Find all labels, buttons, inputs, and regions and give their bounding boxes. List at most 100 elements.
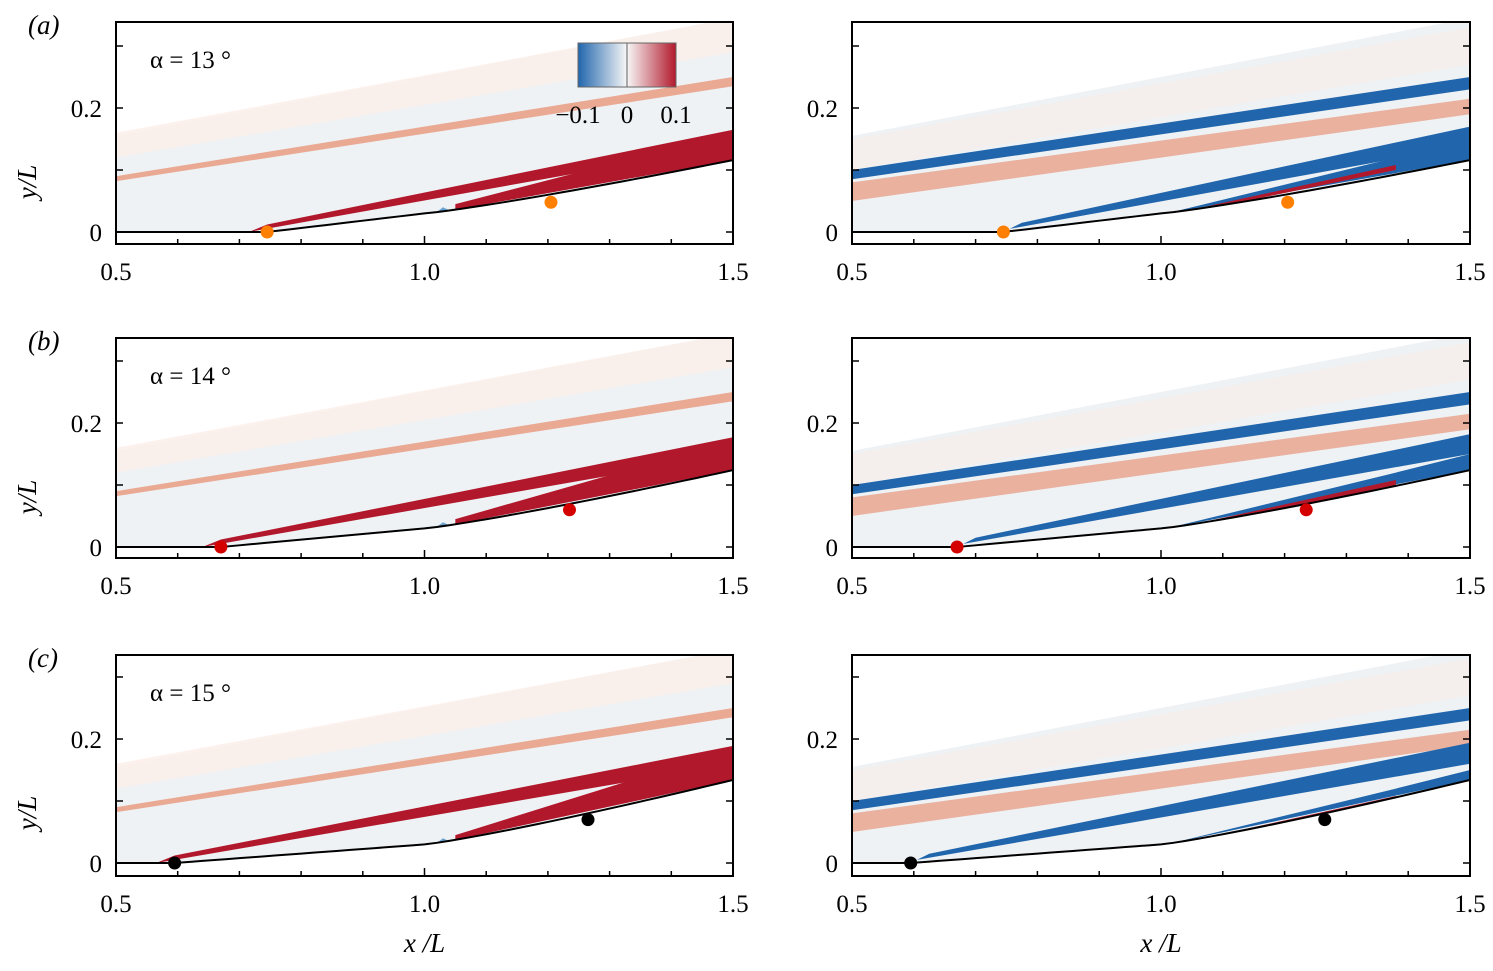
x-tick-label: 1.5 [717,891,748,918]
contour-field [852,655,1470,876]
contour-field [852,22,1470,244]
panel-b-right: 0.5 1.0 1.5 0 0.2 [807,337,1486,600]
y-tick-label: 0 [90,535,103,562]
panel-label: (a) [28,10,59,40]
separation-negative-band [1009,126,1470,229]
contour-field [116,655,733,876]
y-tick-label: 0.2 [807,727,838,754]
y-tick-label: 0.2 [71,727,102,754]
colorbar-tick-label: 0.1 [660,102,691,129]
y-tick-label: 0.2 [807,96,838,123]
marker-point [562,503,576,517]
contour-field [116,338,733,558]
marker-point [581,813,595,827]
positive-band [852,413,1470,516]
x-tick-label: 1.0 [409,891,440,918]
light-band [852,27,1470,171]
x-tick-label: 1.5 [717,573,748,600]
alpha-label: α = 13 ° [150,47,231,74]
wall-line [116,778,733,864]
light-band [116,338,733,473]
reattachment-band [455,758,733,840]
x-tick-label: 1.0 [1145,891,1176,918]
separation-shock-band [202,437,733,547]
colorbar-tick-label: −0.1 [555,102,600,129]
light-band [852,658,1470,801]
panel-c-right: 0.5 1.0 1.5 0 0.2 x /L [807,654,1486,958]
panel-label: (b) [28,326,59,356]
x-tick-label: 0.5 [836,259,867,286]
wall-line [852,159,1470,233]
reattachment-negative-band [1173,454,1470,527]
x-tick-label: 1.0 [409,573,440,600]
x-tick-label: 1.0 [1145,573,1176,600]
reattachment-band [455,142,733,210]
alpha-label: α = 14 ° [150,363,231,390]
y-tick-label: 0 [826,851,839,878]
x-tick-label: 1.5 [1454,891,1485,918]
outer-negative-band [852,77,1470,180]
x-tick-label: 0.5 [100,891,131,918]
y-tick-label: 0 [90,220,103,247]
y-tick-label: 0 [826,220,839,247]
y-axis-label: y/L [12,480,42,518]
outer-negative-band [852,392,1470,495]
x-tick-label: 0.5 [100,259,131,286]
wall-region [116,160,733,244]
y-axis-label: y/L [12,796,42,834]
wall-region [852,470,1470,558]
wall-line [116,159,733,233]
x-tick-label: 1.5 [717,259,748,286]
x-tick-label: 1.5 [1454,259,1485,286]
colorbar-tick-label: 0 [621,102,634,129]
marker-point [904,856,918,870]
x-tick-label: 1.5 [1454,573,1485,600]
marker-point [544,195,558,209]
light-band [116,655,733,789]
y-tick-label: 0 [90,851,103,878]
positive-band [852,98,1470,201]
separation-shock-band [248,129,733,232]
shear-layer-band [116,392,733,497]
marker-point [260,225,274,239]
x-tick-label: 1.0 [1145,259,1176,286]
marker-point [1318,813,1332,827]
positive-band [852,729,1470,832]
x-tick-label: 0.5 [836,891,867,918]
marker-point [168,856,182,870]
y-tick-label: 0.2 [71,96,102,123]
alpha-label: α = 15 ° [150,680,231,707]
panel-label: (c) [28,643,58,673]
shear-layer-band [116,708,733,813]
marker-point [1281,195,1295,209]
y-tick-label: 0.2 [807,411,838,438]
wall-region [852,779,1470,876]
light-band [852,342,1470,485]
x-axis-label: x /L [1139,928,1181,958]
marker-point [950,540,964,554]
separation-shock-band [156,745,733,863]
outer-negative-band [852,708,1470,811]
wall-line [852,778,1470,864]
y-axis-label: y/L [12,165,42,203]
x-tick-label: 0.5 [836,573,867,600]
reattachment-band [455,449,733,525]
separation-negative-band [963,434,1470,544]
marker-point [996,225,1010,239]
y-tick-label: 0.2 [71,411,102,438]
contour-field [852,338,1470,558]
wall-region [116,470,733,558]
x-axis-label: x /L [403,928,445,958]
marker-point [214,540,228,554]
x-tick-label: 0.5 [100,573,131,600]
shear-layer-band [116,77,733,182]
panel-b-left: 0.5 1.0 1.5 0 0.2 (b) α = 14 ° y/L [12,326,749,600]
panel-a-right: 0.5 1.0 1.5 0 0.2 [807,21,1486,286]
inner-positive-band [1179,165,1396,215]
x-tick-label: 1.0 [409,259,440,286]
wall-region [852,160,1470,244]
colorbar: −0.1 0 0.1 [555,42,692,129]
separation-negative-band [916,742,1470,860]
reattachment-negative-band [1173,139,1470,213]
